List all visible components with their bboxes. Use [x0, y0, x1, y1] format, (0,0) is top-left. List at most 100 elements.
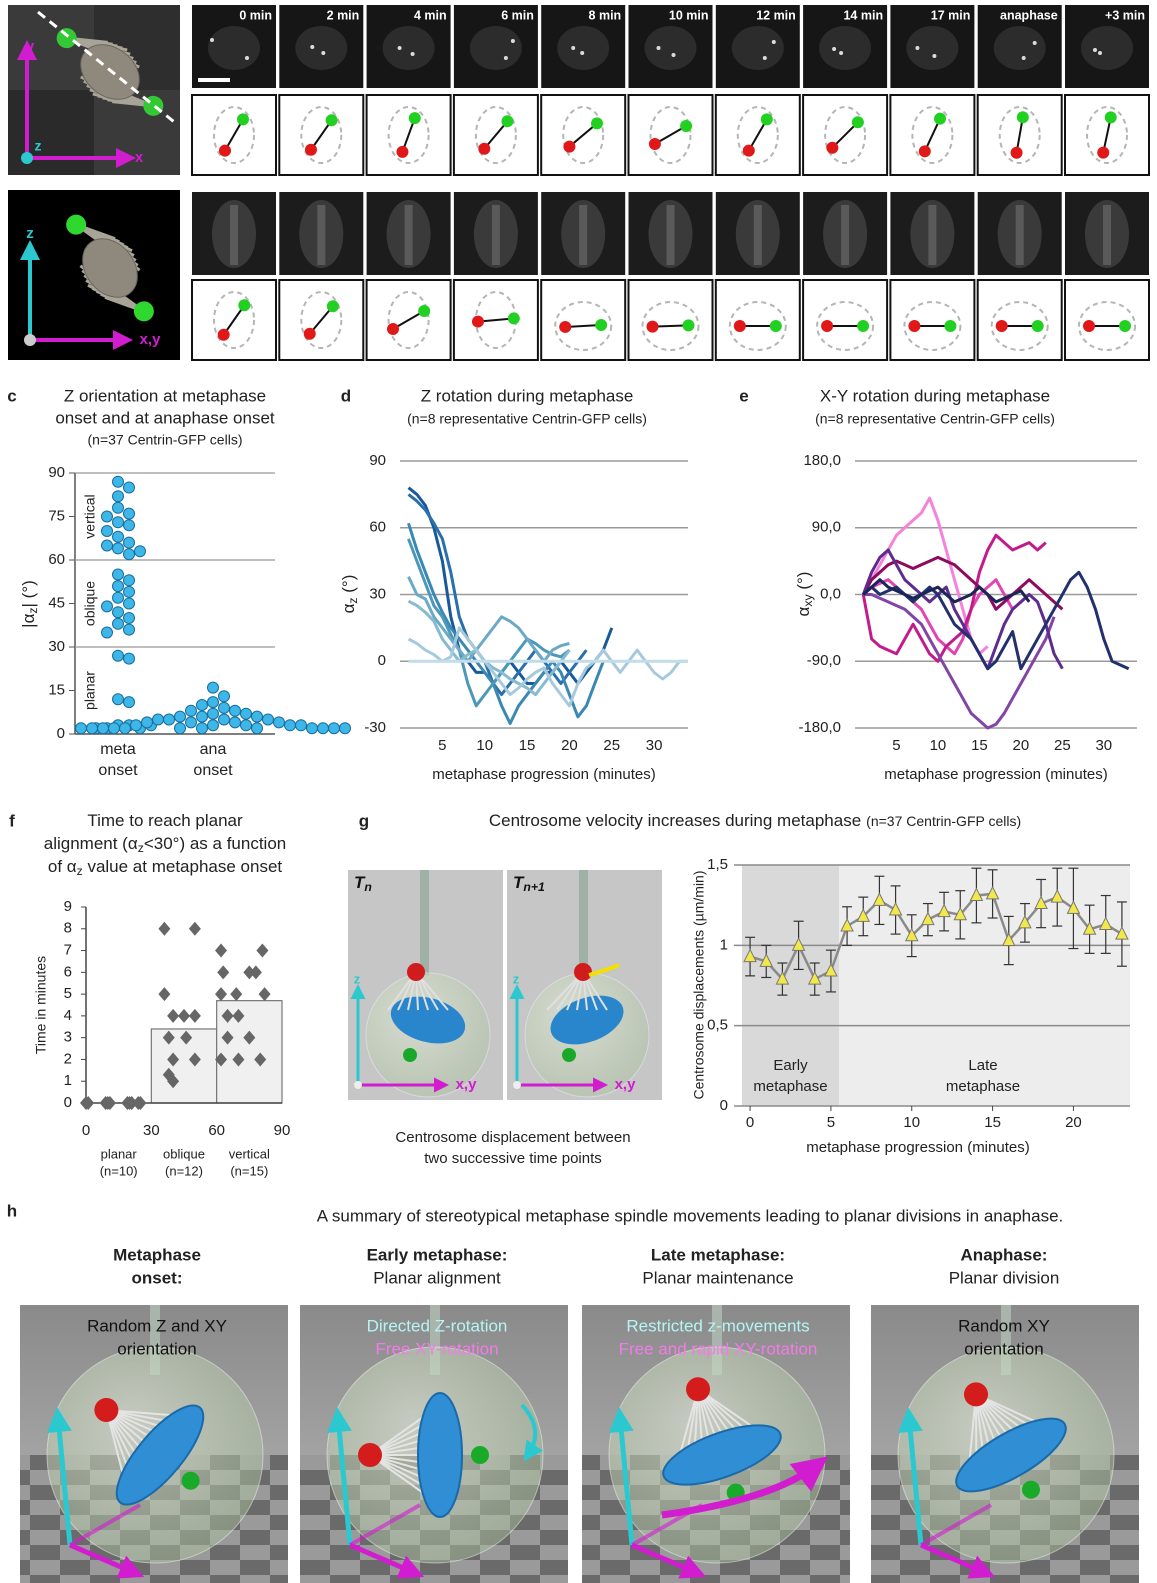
spot [1033, 41, 1037, 45]
y-tick-label: 7 [64, 942, 72, 959]
overlay-text: orientation [117, 1339, 196, 1358]
pole-green [591, 117, 603, 129]
column-subheading: Planar maintenance [642, 1268, 793, 1287]
spot [321, 51, 325, 55]
panel-label: f [9, 811, 15, 830]
y-tick-label: 60 [369, 519, 386, 536]
chart-title: Centrosome velocity increases during met… [489, 811, 1021, 830]
data-dot [102, 601, 113, 612]
data-dot [296, 720, 307, 731]
schematic-frame [541, 280, 625, 360]
region-label: Early [773, 1057, 808, 1074]
axis-origin [354, 1081, 362, 1089]
data-dot [113, 517, 124, 528]
spindle-signal [579, 205, 587, 265]
schematic-frame [978, 280, 1062, 360]
text-part: α [339, 603, 358, 613]
data-dot [124, 598, 135, 609]
pole-red [1011, 147, 1023, 159]
cell-signal [383, 26, 435, 70]
y-tick-label: 75 [48, 507, 65, 524]
data-dot [197, 711, 208, 722]
x-tick-label: 20 [1065, 1114, 1082, 1131]
label: x,y [140, 331, 162, 348]
spot [657, 46, 661, 50]
spindle-signal [230, 205, 238, 265]
spot [310, 45, 314, 49]
data-dot [113, 543, 124, 554]
spindle-signal [492, 205, 500, 265]
data-dot [124, 575, 135, 586]
time-label: 14 min [843, 8, 883, 22]
pole-red [574, 963, 592, 981]
axis-label: Time in minutes [33, 956, 49, 1054]
x-tick-label: 10 [903, 1114, 920, 1131]
pole-green [857, 320, 869, 332]
time-label: anaphase [1000, 8, 1058, 22]
data-dot [197, 700, 208, 711]
data-dot [230, 705, 241, 716]
spot [1022, 56, 1026, 60]
data-dot [208, 682, 219, 693]
pole-red [1083, 320, 1095, 332]
data-dot [175, 723, 186, 734]
label: x,y [615, 1076, 637, 1093]
y-tick-label: 1,5 [707, 856, 728, 873]
data-dot [113, 618, 124, 629]
data-dot [241, 708, 252, 719]
pole-green [501, 115, 513, 127]
pole-stick [579, 870, 588, 975]
data-dot [135, 546, 146, 557]
data-dot [124, 520, 135, 531]
y-tick-label: 30 [48, 638, 65, 655]
panel-label: g [359, 811, 369, 830]
overlay-text: Free and rapid XY-rotation [619, 1339, 818, 1358]
y-tick-label: 15 [48, 681, 65, 698]
pole-red [734, 320, 746, 332]
data-dot [230, 717, 241, 728]
data-dot [124, 537, 135, 548]
figure: ayzxbzx,y0 min2 min4 min6 min8 min10 min… [0, 0, 1157, 1583]
panel-label: e [739, 386, 748, 405]
x-tick-label: 20 [1013, 737, 1030, 754]
axis-origin [513, 1081, 521, 1089]
spindle-signal [667, 205, 675, 265]
axis-origin [24, 334, 36, 346]
data-dot [98, 723, 109, 734]
spot [511, 39, 515, 43]
data-dot [175, 711, 186, 722]
label: z [35, 138, 42, 154]
text-part: n [364, 880, 371, 894]
text-part: n+1 [523, 880, 545, 894]
data-dot [153, 714, 164, 725]
column-heading: Anaphase: [961, 1245, 1048, 1264]
category-label: vertical [229, 1146, 270, 1161]
data-dot [252, 711, 263, 722]
data-dot [124, 586, 135, 597]
cell-signal [1081, 26, 1133, 70]
spot [915, 46, 919, 50]
chart-subtitle: (n=8 representative Centrin-GFP cells) [407, 411, 647, 427]
pole-green [595, 319, 607, 331]
pole-red [919, 145, 931, 157]
region-label: metaphase [753, 1078, 827, 1095]
category-note: (n=15) [230, 1163, 268, 1178]
pole-red [478, 143, 490, 155]
time-label: 12 min [756, 8, 796, 22]
axis-origin [21, 152, 33, 164]
x-tick-label: meta [100, 741, 136, 758]
chart-title: A summary of stereotypical metaphase spi… [317, 1206, 1064, 1225]
data-dot [307, 723, 318, 734]
data-dot [252, 723, 263, 734]
x-tick-label: 25 [1054, 737, 1071, 754]
chart-title: of αz value at metaphase onset [48, 857, 283, 878]
spot [932, 54, 936, 58]
data-dot [102, 540, 113, 551]
data-dot [329, 723, 340, 734]
x-tick-label: 30 [1095, 737, 1112, 754]
label: z [513, 971, 520, 986]
x-tick-label: 10 [930, 737, 947, 754]
text-part: | (°) [19, 580, 38, 607]
spot [763, 56, 767, 60]
axis-label: metaphase progression (minutes) [884, 766, 1107, 783]
